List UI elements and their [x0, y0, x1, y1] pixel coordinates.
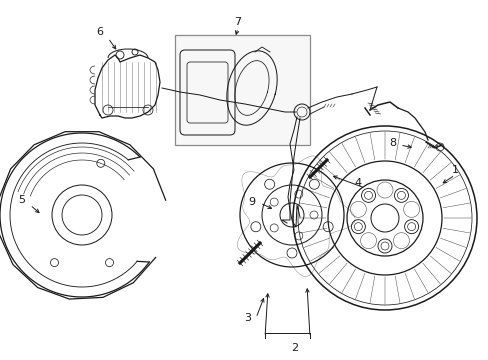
Text: 6: 6	[96, 27, 103, 37]
Text: 3: 3	[244, 313, 251, 323]
Bar	[175, 35, 309, 145]
Text: 2: 2	[291, 343, 298, 353]
Text: 1: 1	[450, 165, 458, 175]
Text: 5: 5	[19, 195, 25, 205]
Text: 4: 4	[354, 178, 361, 188]
Text: 9: 9	[248, 197, 255, 207]
Text: 7: 7	[234, 17, 241, 27]
Text: 8: 8	[388, 138, 396, 148]
